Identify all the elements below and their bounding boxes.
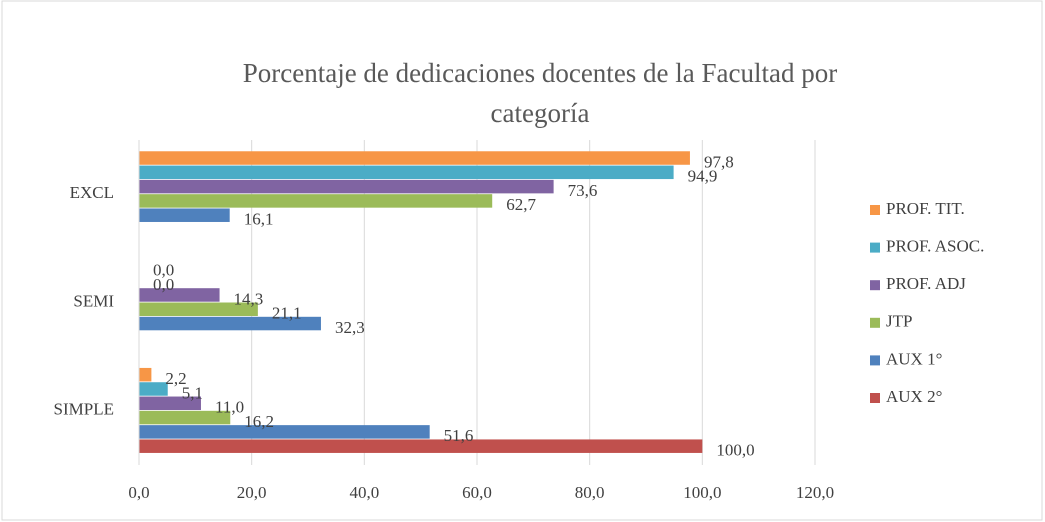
data-label: 32,3 (335, 318, 365, 337)
legend-swatch (870, 393, 880, 403)
bar (139, 396, 201, 411)
data-label: 0,0 (153, 261, 174, 280)
data-label: 5,1 (182, 383, 203, 402)
bar (139, 179, 554, 194)
bar (139, 302, 258, 316)
y-tick-label: EXCL (70, 183, 114, 202)
legend-label: AUX 2° (886, 387, 942, 406)
data-label: 0,0 (153, 275, 174, 294)
data-label: 73,6 (568, 181, 598, 200)
data-label: 11,0 (215, 398, 244, 417)
bar (139, 288, 220, 302)
x-tick-label: 60,0 (462, 483, 492, 502)
legend-label: AUX 1° (886, 349, 942, 368)
y-tick-label: SEMI (73, 291, 114, 310)
data-label: 16,1 (244, 210, 274, 229)
legend-swatch (870, 317, 880, 328)
legend-swatch (870, 205, 880, 215)
bar (139, 425, 430, 439)
x-tick-label: 120,0 (796, 483, 834, 502)
legend-label: JTP (886, 312, 912, 331)
data-label: 62,7 (506, 195, 536, 214)
legend-label: PROF. TIT. (886, 199, 965, 218)
bar (139, 439, 703, 453)
legend-swatch (870, 280, 880, 291)
x-tick-label: 40,0 (349, 483, 379, 502)
x-tick-label: 0,0 (128, 483, 149, 502)
data-label: 2,2 (165, 369, 186, 388)
bar (139, 367, 152, 382)
data-label: 21,1 (272, 304, 302, 323)
legend-swatch (870, 242, 880, 253)
bar (139, 410, 231, 425)
x-tick-label: 20,0 (237, 483, 267, 502)
data-label: 51,6 (444, 426, 474, 445)
chart-title: categoría (491, 98, 590, 128)
bar (139, 316, 321, 331)
bar (139, 382, 168, 396)
legend-label: PROF. ADJ (886, 274, 966, 293)
data-label: 94,9 (688, 167, 718, 186)
data-label: 100,0 (716, 440, 754, 459)
bar (139, 165, 674, 180)
bar (139, 208, 230, 222)
y-tick-label: SIMPLE (54, 400, 114, 419)
x-tick-label: 100,0 (683, 483, 721, 502)
legend-swatch (870, 355, 880, 366)
chart-title: Porcentaje de dedicaciones docentes de l… (243, 58, 838, 88)
bar (139, 194, 493, 208)
legend-label: PROF. ASOC. (886, 237, 984, 256)
data-label: 14,3 (234, 289, 264, 308)
x-tick-label: 80,0 (575, 483, 605, 502)
bar (139, 151, 690, 165)
data-label: 97,8 (704, 152, 734, 171)
data-label: 16,2 (244, 412, 274, 431)
